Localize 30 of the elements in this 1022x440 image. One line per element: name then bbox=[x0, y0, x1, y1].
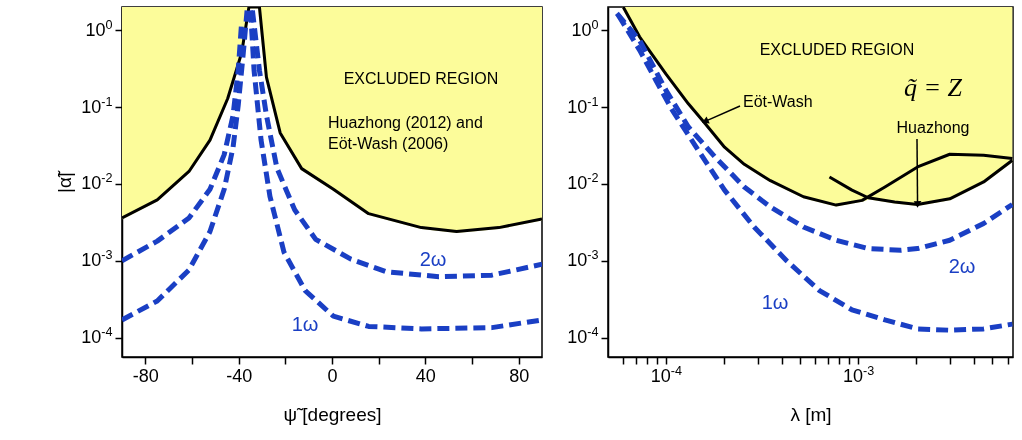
y-tick-label: 10$^{-2}$ bbox=[81, 171, 113, 194]
annotation: q̃ = Z bbox=[903, 73, 963, 102]
annotation: EXCLUDED REGION bbox=[759, 41, 915, 58]
x-axis-title: λ [m] bbox=[790, 403, 832, 425]
x-tick-label: 10$^{-3}$ bbox=[842, 363, 875, 386]
annotation: Eöt-Wash bbox=[743, 93, 813, 110]
y-tick-label: 10$^{-1}$ bbox=[567, 94, 599, 117]
annotation: EXCLUDED REGION bbox=[343, 70, 499, 87]
x-tick-label: -40 bbox=[226, 365, 253, 386]
series-label: 1ω bbox=[761, 291, 789, 313]
annotation: Huazhong (2012) and Eöt-Wash (2006) bbox=[328, 114, 483, 152]
y-tick-label: 10$^{-4}$ bbox=[81, 325, 113, 348]
annotation: Huazhong bbox=[896, 119, 970, 136]
y-axis-title: |α̃| bbox=[53, 170, 75, 193]
x-tick-label: -80 bbox=[132, 365, 159, 386]
y-tick-label: 10$^{-3}$ bbox=[81, 248, 113, 271]
y-tick-label: 10$^{0}$ bbox=[85, 17, 113, 40]
y-tick-label: 10$^{-1}$ bbox=[81, 94, 113, 117]
x-tick-label: 40 bbox=[415, 365, 436, 386]
x-tick-label: 80 bbox=[509, 365, 530, 386]
series-label: 2ω bbox=[419, 248, 447, 270]
x-axis-title: ψ̃ [degrees] bbox=[283, 403, 382, 425]
y-tick-label: 10$^{-3}$ bbox=[567, 248, 599, 271]
x-tick-label: 10$^{-4}$ bbox=[650, 363, 682, 386]
series-label: 2ω bbox=[948, 255, 976, 277]
y-tick-label: 10$^{-2}$ bbox=[567, 171, 599, 194]
y-tick-label: 10$^{-4}$ bbox=[567, 325, 599, 348]
x-tick-label: 0 bbox=[327, 365, 338, 386]
y-tick-label: 10$^{0}$ bbox=[571, 17, 599, 40]
series-label: 1ω bbox=[291, 313, 319, 335]
